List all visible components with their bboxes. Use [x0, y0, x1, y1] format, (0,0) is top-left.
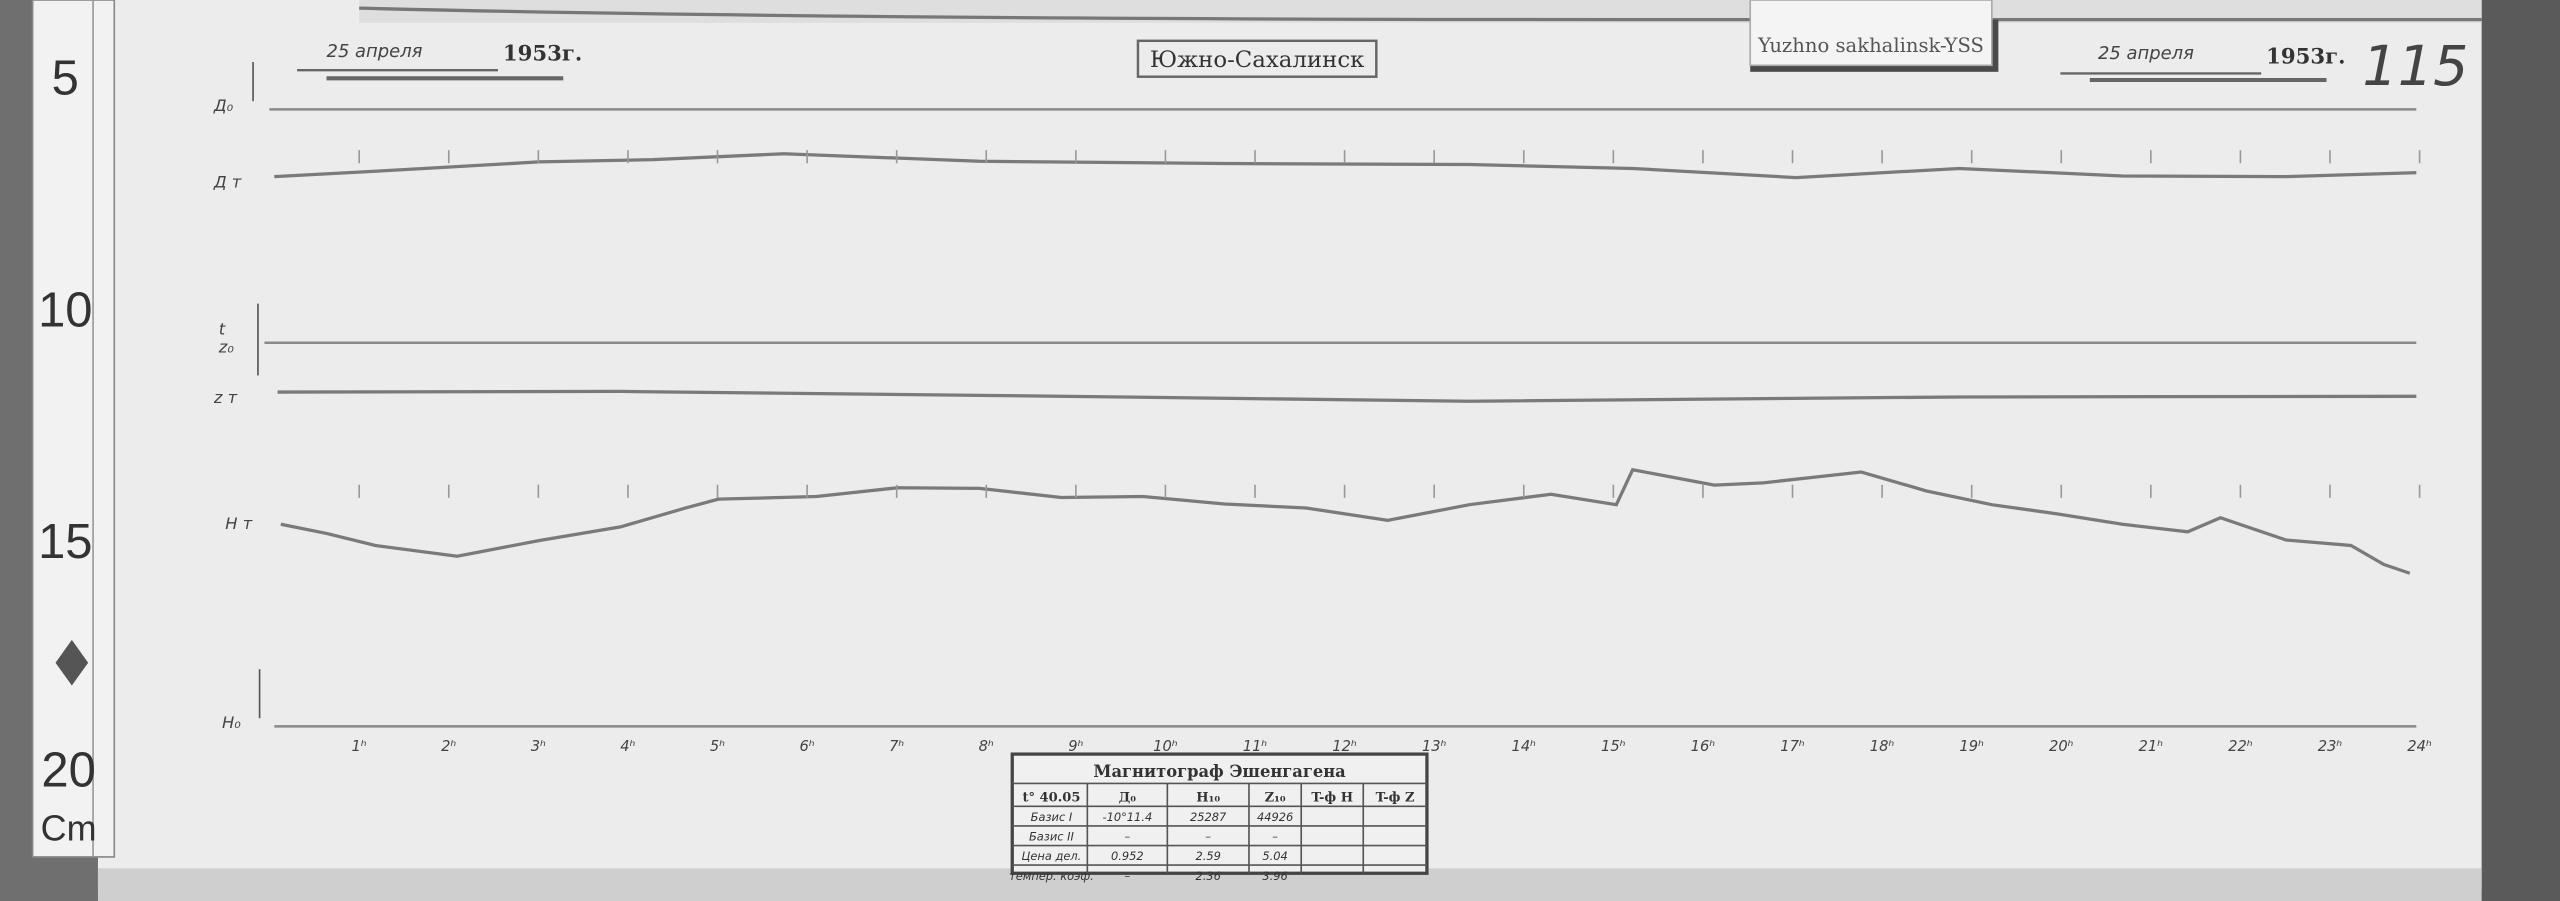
date-right: 25 апреля — [2098, 43, 2194, 64]
hour-label: 8ʰ — [979, 738, 994, 755]
table-cell: темпер. коэф. — [1009, 869, 1094, 883]
label-dt: Д т — [213, 173, 242, 192]
hour-label: 17ʰ — [1780, 738, 1805, 755]
table-cell: 25287 — [1190, 810, 1227, 824]
label-h0: H₀ — [222, 713, 241, 732]
trace-vertical — [277, 389, 2417, 403]
hour-label: 15ʰ — [1601, 738, 1626, 755]
hour-label: 10ʰ — [1153, 738, 1178, 755]
date-left: 25 апреля — [327, 41, 423, 62]
hour-label: 22ʰ — [2228, 738, 2253, 755]
paper — [97, 0, 2482, 890]
table-header-cell: T-ф H — [1311, 790, 1353, 805]
hour-label: 2ʰ — [441, 738, 456, 755]
label-d0: Д₀ — [213, 96, 234, 115]
station-tag — [1749, 0, 1993, 67]
hour-label: 7ʰ — [889, 738, 904, 755]
label-zt: z т — [213, 388, 238, 407]
info-table-title: Магнитограф Эшенгагена — [1093, 762, 1346, 781]
hour-label: 6ʰ — [799, 738, 814, 755]
hour-label: 4ʰ — [620, 738, 635, 755]
ruler-mark-5: 5 — [52, 52, 79, 106]
table-header-cell: H₁₀ — [1196, 790, 1220, 805]
hour-label: 16ʰ — [1691, 738, 1716, 755]
trace-horizontal — [280, 467, 2411, 575]
ruler-mark-20: 20 — [41, 744, 95, 798]
table-header-cell: t° 40.05 — [1022, 790, 1080, 805]
table-header-cell: T-ф Z — [1376, 790, 1415, 805]
ruler-unit: Cm — [41, 808, 97, 849]
hour-label: 11ʰ — [1243, 738, 1268, 755]
table-cell: – — [1124, 830, 1130, 844]
label-t: t — [219, 320, 226, 339]
table-cell: 2.36 — [1195, 869, 1220, 883]
hour-label: 23ʰ — [2318, 738, 2343, 755]
table-header-cell: Д₀ — [1119, 790, 1137, 805]
hour-label: 5ʰ — [710, 738, 725, 755]
hour-label: 1ʰ — [352, 738, 367, 755]
hour-label: 19ʰ — [1959, 738, 1984, 755]
station-stamp — [1136, 39, 1378, 78]
table-cell: – — [1205, 830, 1211, 844]
table-cell: – — [1272, 830, 1278, 844]
hour-label: 13ʰ — [1422, 738, 1447, 755]
station-tag-label: Yuzhno sakhalinsk-YSS — [1757, 34, 1984, 57]
table-cell: 5.04 — [1262, 849, 1287, 863]
table-cell: -10°11.4 — [1102, 810, 1152, 824]
sheet-number: 115 — [2362, 34, 2468, 99]
header: 25 апреля 1953г. Южно-Сахалинск Yuzhno s… — [297, 0, 2468, 99]
table-header-cell: Z₁₀ — [1265, 790, 1286, 805]
year-left: 1953г. — [503, 41, 582, 66]
table-cell: Цена дел. — [1022, 849, 1082, 863]
ruler: 5 10 15 20 Cm — [31, 0, 116, 858]
hour-label: 20ʰ — [2049, 738, 2074, 755]
ruler-mark-10: 10 — [38, 283, 92, 337]
hour-label: 18ʰ — [1870, 738, 1895, 755]
table-cell: Базис I — [1031, 810, 1073, 824]
table-cell: 44926 — [1257, 810, 1293, 824]
hour-label: 14ʰ — [1511, 738, 1536, 755]
table-cell: 3.96 — [1262, 869, 1287, 883]
label-ht: H т — [225, 514, 252, 533]
table-cell: 2.59 — [1195, 849, 1220, 863]
label-z0: z₀ — [218, 338, 235, 357]
year-right: 1953г. — [2266, 45, 2345, 70]
hour-label: 21ʰ — [2139, 738, 2164, 755]
ruler-mark-15: 15 — [38, 515, 92, 569]
table-cell: 0.952 — [1111, 849, 1144, 863]
info-table: Магнитограф Эшенгагена t° 40.05 Д₀ H₁₀ Z₁₀ T… — [1009, 752, 1429, 883]
table-cell: – — [1124, 869, 1130, 883]
top-fold-edge — [359, 6, 2482, 22]
hour-label: 24ʰ — [2407, 738, 2432, 755]
hour-label: 12ʰ — [1332, 738, 1357, 755]
diamond-marker-icon — [55, 639, 89, 686]
trace-declination — [274, 152, 2417, 180]
hour-label: 9ʰ — [1068, 738, 1083, 755]
hour-label: 3ʰ — [531, 738, 546, 755]
right-edge — [2473, 0, 2560, 901]
station-name: Южно-Сахалинск — [1150, 47, 1365, 73]
table-cell: Базис II — [1029, 830, 1075, 844]
